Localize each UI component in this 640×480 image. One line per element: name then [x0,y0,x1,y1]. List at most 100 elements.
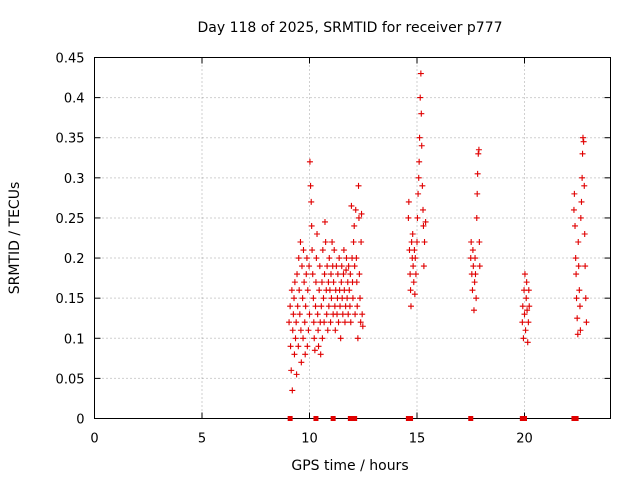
axis-ticks [94,57,611,419]
y-axis-label: SRMTID / TECUs [7,182,23,295]
data-point [407,271,414,278]
data-point [525,319,532,326]
y-tick-label: 0.15 [56,292,85,307]
x-tick-label: 10 [301,432,318,447]
data-point [470,307,477,314]
data-point [581,230,588,237]
data-point [476,239,483,246]
data-point [319,335,326,342]
data-point [294,303,301,310]
data-point [474,170,481,177]
data-point [343,267,350,274]
data-point [526,303,533,310]
data-point [340,247,347,254]
data-point [309,271,316,278]
data-point [308,222,315,229]
data-point [347,319,354,326]
data-point [295,255,302,262]
data-point [298,263,305,270]
data-point [297,239,304,246]
data-point [575,239,582,246]
x-tick-label: 5 [198,432,206,447]
data-point [346,287,353,294]
data-point [326,287,333,294]
data-point [297,327,304,334]
y-tick-label: 0.35 [56,132,85,147]
data-point [315,343,322,350]
data-point [287,343,294,350]
data-point [314,230,321,237]
data-point [524,307,531,314]
data-point [300,247,307,254]
data-point [327,319,334,326]
y-tick-label: 0.4 [64,92,85,107]
data-point [328,295,335,302]
data-point [288,367,295,374]
data-point [307,182,314,189]
data-point [328,271,334,278]
data-point [418,142,425,149]
data-point [287,303,294,310]
data-point [310,319,317,326]
data-point [583,319,590,326]
data-point [475,146,482,153]
x-tick-label: 0 [90,432,98,447]
data-point [337,303,344,310]
data-point [521,311,528,318]
data-point [308,198,315,205]
data-point [291,295,298,302]
data-point [351,222,358,229]
data-point [358,210,365,217]
data-point [573,295,580,302]
data-point [354,335,361,342]
data-point [348,202,355,209]
chart-title: Day 118 of 2025, SRMTID for receiver p77… [197,20,502,36]
data-point [582,295,589,302]
data-point [310,295,317,302]
data-point [579,134,586,141]
data-point [420,222,427,229]
data-point [410,279,417,286]
data-point [301,279,308,286]
data-point [581,182,588,189]
data-point [302,351,309,358]
data-point [519,303,526,310]
data-point [296,311,303,318]
data-point [300,335,307,342]
data-point [419,182,426,189]
data-point [306,263,313,270]
data-point [412,255,419,262]
baseline-marker [468,416,474,421]
data-point [298,359,305,366]
data-point [523,295,530,302]
data-point [469,287,476,294]
data-point [405,198,412,205]
baseline-marker [573,416,579,421]
baseline-marker [287,416,293,421]
y-tick-label: 0.45 [56,52,85,67]
data-point [350,239,357,246]
data-point [407,287,414,294]
data-point [580,138,587,145]
data-point [473,214,480,221]
data-point [309,247,316,254]
data-point [326,255,333,262]
data-point [355,182,362,189]
data-point [322,239,329,246]
data-point [411,291,418,298]
data-point [356,271,363,278]
data-points [286,70,590,394]
data-point [343,255,350,262]
data-point [359,323,366,330]
data-point [321,218,328,225]
x-tick-label: 20 [516,432,533,447]
data-point [574,315,581,322]
data-point [321,319,328,326]
data-point [410,263,417,270]
data-point [303,255,310,262]
data-point [334,271,341,278]
data-point [325,279,332,286]
data-point [338,263,345,270]
data-point [333,263,340,270]
data-point [331,247,338,254]
